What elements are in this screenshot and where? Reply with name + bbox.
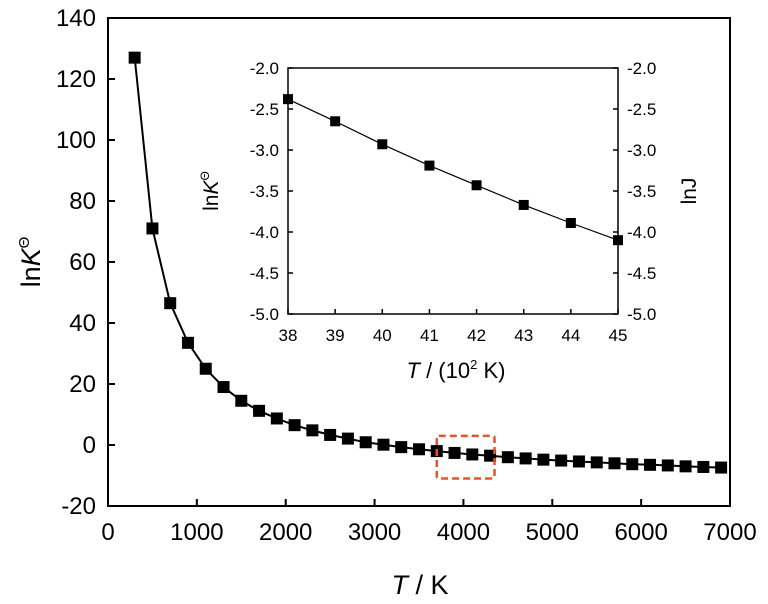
- inset-x-tick-label: 41: [420, 326, 439, 345]
- inset-y-tick-label-left: -3.0: [250, 141, 279, 160]
- main-data-point: [377, 438, 390, 451]
- inset-x-axis-label: T / (102 K): [407, 357, 506, 383]
- inset-fit-line: [287, 98, 619, 241]
- inset-data-point: [518, 199, 529, 210]
- main-data-point: [644, 458, 657, 471]
- main-data-point: [128, 51, 141, 64]
- main-data-point: [608, 457, 621, 470]
- main-data-point: [572, 455, 585, 468]
- inset-y-tick-label-left: -4.5: [250, 264, 279, 283]
- main-data-point: [306, 424, 319, 437]
- inset-y-tick-label-right: -2.5: [627, 100, 656, 119]
- main-data-point: [270, 412, 283, 425]
- main-data-point: [537, 453, 550, 466]
- main-data-point: [448, 446, 461, 459]
- main-y-tick-label: 120: [56, 66, 96, 93]
- inset-data-point: [424, 160, 435, 171]
- inset-y-tick-label-left: -2.0: [250, 59, 279, 78]
- main-data-point: [324, 428, 337, 441]
- inset-data-point: [283, 94, 293, 105]
- main-y-tick-label: 100: [56, 127, 96, 154]
- main-y-tick-label: -20: [61, 493, 96, 520]
- inset-data-point: [377, 139, 388, 150]
- main-y-tick-label: 60: [69, 249, 96, 276]
- inset-y-tick-label-right: -3.0: [627, 141, 656, 160]
- highlight-box-group: [435, 434, 496, 480]
- inset-y-tick-label-left: -4.0: [250, 223, 279, 242]
- main-data-point: [199, 362, 212, 375]
- inset-y-tick-label-left: -2.5: [250, 100, 279, 119]
- main-data-point: [466, 448, 479, 461]
- inset-x-tick-label: 40: [373, 326, 392, 345]
- inset-y-tick-label-right: -5.0: [627, 305, 656, 324]
- inset-y-tick-label-left: -3.5: [250, 182, 279, 201]
- main-data-point: [288, 419, 301, 432]
- main-data-point: [590, 456, 603, 469]
- inset-x-tick-label: 38: [279, 326, 298, 345]
- inset-fit-line-group: [287, 98, 619, 241]
- main-data-point: [697, 460, 710, 473]
- main-y-tick-label: 20: [69, 371, 96, 398]
- inset-y-tick-label-right: -2.0: [627, 59, 656, 78]
- main-data-point: [661, 459, 674, 472]
- inset-x-tick-label: 42: [467, 326, 486, 345]
- main-data-point: [715, 461, 728, 474]
- main-y-axis-label: lnKΘ: [16, 237, 46, 288]
- inset-left-y-axis-label: lnKΘ: [198, 171, 223, 211]
- inset-axis-ticks: 38 39 40 41 42 43 44 45 -5.0 -5.0 -4.5 -4.5 -4.0 -4.0…: [250, 59, 657, 345]
- main-axis-ticks: 0 1000 2000 3000 4000 5000 6000 7000-2002040608…: [56, 5, 757, 546]
- main-data-point: [217, 381, 230, 394]
- main-data-point: [626, 458, 639, 471]
- inset-data-point: [613, 235, 623, 246]
- main-data-point: [359, 436, 372, 449]
- main-x-tick-label: 2000: [259, 519, 312, 546]
- main-data-point: [413, 443, 425, 456]
- main-fit-line-group: [133, 57, 722, 469]
- inset-data-point: [565, 217, 576, 228]
- inset-x-tick-label: 44: [561, 326, 580, 345]
- main-data-point: [341, 432, 354, 445]
- inset-y-tick-label-right: -3.5: [627, 182, 656, 201]
- main-x-tick-label: 1000: [170, 519, 223, 546]
- main-x-tick-label: 6000: [614, 519, 667, 546]
- main-data-point: [253, 404, 266, 417]
- main-x-tick-label: 3000: [348, 519, 401, 546]
- main-data-point: [519, 452, 532, 465]
- main-y-tick-label: 0: [83, 432, 96, 459]
- inset-right-y-axis-label: lnJ: [678, 178, 701, 205]
- inset-x-tick-label: 43: [514, 326, 533, 345]
- inset-y-tick-label-left: -5.0: [250, 305, 279, 324]
- main-y-tick-label: 80: [69, 188, 96, 215]
- highlight-box: [435, 434, 496, 480]
- inset-y-tick-label-right: -4.5: [627, 264, 656, 283]
- main-fit-line: [133, 57, 722, 469]
- main-data-point: [395, 441, 408, 454]
- main-y-tick-label: 140: [56, 5, 96, 32]
- main-data-point: [235, 394, 248, 407]
- main-x-tick-label: 5000: [526, 519, 579, 546]
- main-data-point: [501, 451, 514, 464]
- main-data-point: [484, 449, 497, 462]
- main-x-tick-label: 4000: [437, 519, 490, 546]
- main-x-tick-label: 0: [101, 519, 114, 546]
- main-data-point: [679, 460, 692, 473]
- main-x-axis-label: T / K: [391, 570, 448, 600]
- main-data-point: [164, 297, 177, 310]
- inset-y-tick-label-right: -4.0: [627, 223, 656, 242]
- main-data-point: [181, 336, 194, 349]
- inset-data-point: [330, 116, 341, 127]
- inset-x-tick-label: 39: [326, 326, 345, 345]
- main-x-tick-label: 7000: [703, 519, 756, 546]
- inset-x-tick-label: 45: [609, 326, 628, 345]
- inset-plot-frame: [287, 67, 619, 315]
- inset-data-points: [283, 94, 623, 246]
- main-data-point: [555, 454, 568, 467]
- main-data-point: [146, 222, 159, 235]
- inset-data-point: [471, 180, 482, 191]
- main-y-tick-label: 40: [69, 310, 96, 337]
